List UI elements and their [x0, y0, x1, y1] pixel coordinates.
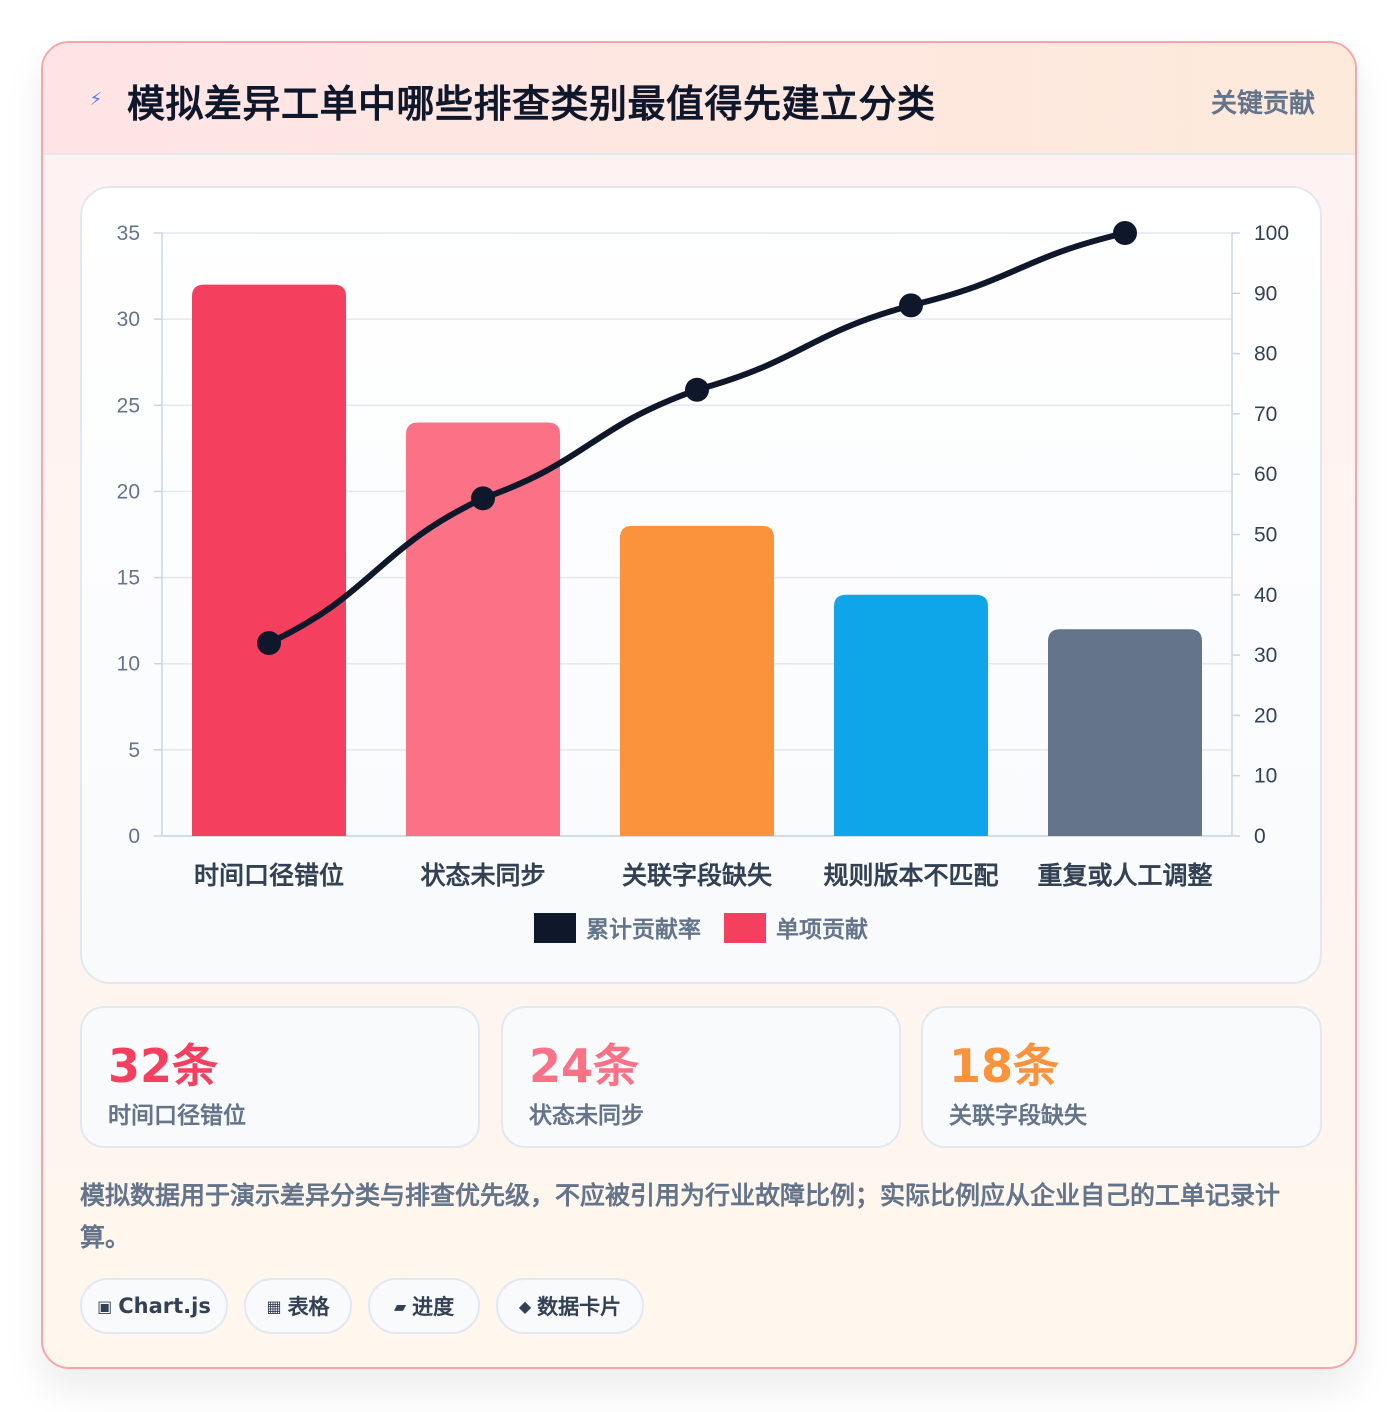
chip-label: Chart.js: [118, 1294, 211, 1318]
chip-chartjs[interactable]: ▣ Chart.js: [80, 1278, 228, 1334]
chart-icon: ▣: [97, 1296, 113, 1316]
y-left-tick-label: 10: [117, 653, 140, 676]
stat-card-2: 24条 状态未同步: [501, 1006, 901, 1148]
cumulative-point: [471, 486, 495, 511]
table-icon: ▦: [266, 1296, 282, 1316]
progress-icon: ▰: [393, 1296, 407, 1316]
chip-label: 表格: [287, 1295, 330, 1319]
x-tick-label: 状态未同步: [420, 861, 545, 890]
stat-label: 时间口径错位: [108, 1103, 246, 1129]
y-right-tick-label: 20: [1254, 704, 1277, 727]
y-right-tick-label: 50: [1254, 524, 1277, 547]
y-left-tick-label: 35: [117, 222, 140, 245]
cumulative-point: [899, 293, 923, 318]
y-right-tick-label: 80: [1254, 343, 1277, 366]
disclaimer-note: 模拟数据用于演示差异分类与排查优先级，不应被引用为行业故障比例；实际比例应从企业…: [80, 1181, 1281, 1252]
y-left-tick-label: 20: [117, 480, 140, 503]
y-right-tick-label: 40: [1254, 584, 1277, 607]
legend-label: 单项贡献: [776, 917, 868, 943]
x-tick-label: 时间口径错位: [194, 861, 344, 890]
x-tick-label: 重复或人工调整: [1037, 861, 1212, 890]
chip-table[interactable]: ▦ 表格: [244, 1278, 352, 1334]
stat-card-1: 32条 时间口径错位: [80, 1006, 480, 1148]
cumulative-point: [685, 377, 709, 402]
y-left-tick-label: 15: [117, 567, 140, 590]
pareto-chart: 0 5 10 15 20 25 30 35 0 10 20 30 40 50 60 70 80 90 100 时间口径…: [117, 221, 1289, 943]
stat-card-3: 18条 关联字段缺失: [921, 1006, 1322, 1148]
card-header: ⚡ 模拟差异工单中哪些排查类别最值得先建立分类 关键贡献: [43, 43, 1355, 155]
bar: [620, 525, 774, 836]
chart-card: ⚡ 模拟差异工单中哪些排查类别最值得先建立分类 关键贡献 0 5 10 15 20 25 3…: [41, 41, 1357, 1369]
legend-swatch: [534, 913, 576, 943]
bar: [192, 284, 346, 836]
chip-progress[interactable]: ▰ 进度: [368, 1278, 480, 1334]
y-right-tick-label: 90: [1254, 282, 1277, 305]
legend-label: 累计贡献率: [586, 916, 701, 943]
y-left-tick-label: 5: [128, 739, 140, 762]
chart-panel: 0 5 10 15 20 25 30 35 0 10 20 30 40 50 60 70 80 90 100 时间口径…: [80, 186, 1322, 984]
chip-data-card[interactable]: ◆ 数据卡片: [496, 1278, 644, 1334]
y-left-tick-label: 0: [128, 825, 140, 848]
cumulative-point: [1113, 221, 1137, 245]
y-right-tick-label: 60: [1254, 463, 1277, 486]
cumulative-point: [257, 631, 281, 656]
y-right-tick-label: 30: [1254, 644, 1277, 667]
y-right-tick-label: 10: [1254, 765, 1277, 788]
lightning-icon: ⚡: [89, 89, 103, 110]
stat-label: 状态未同步: [529, 1103, 644, 1129]
stat-value: 24条: [529, 1039, 640, 1093]
header-tag: 关键贡献: [1210, 89, 1315, 119]
diamond-icon: ◆: [518, 1296, 532, 1316]
y-left-tick-label: 25: [117, 394, 140, 417]
page-title: 模拟差异工单中哪些排查类别最值得先建立分类: [127, 82, 936, 126]
bar: [834, 594, 988, 836]
y-right-tick-label: 100: [1254, 222, 1289, 245]
y-right-tick-label: 70: [1254, 403, 1277, 426]
legend-swatch: [724, 913, 766, 943]
bar: [406, 422, 560, 836]
y-right-tick-label: 0: [1254, 825, 1266, 848]
x-tick-label: 关联字段缺失: [622, 861, 773, 890]
chip-label: 进度: [412, 1295, 455, 1319]
stat-value: 32条: [108, 1039, 219, 1093]
stat-value: 18条: [949, 1039, 1060, 1093]
chip-label: 数据卡片: [537, 1295, 622, 1319]
bar: [1048, 629, 1202, 836]
x-tick-label: 规则版本不匹配: [823, 861, 998, 890]
y-left-tick-label: 30: [117, 308, 140, 331]
stat-label: 关联字段缺失: [949, 1103, 1087, 1129]
